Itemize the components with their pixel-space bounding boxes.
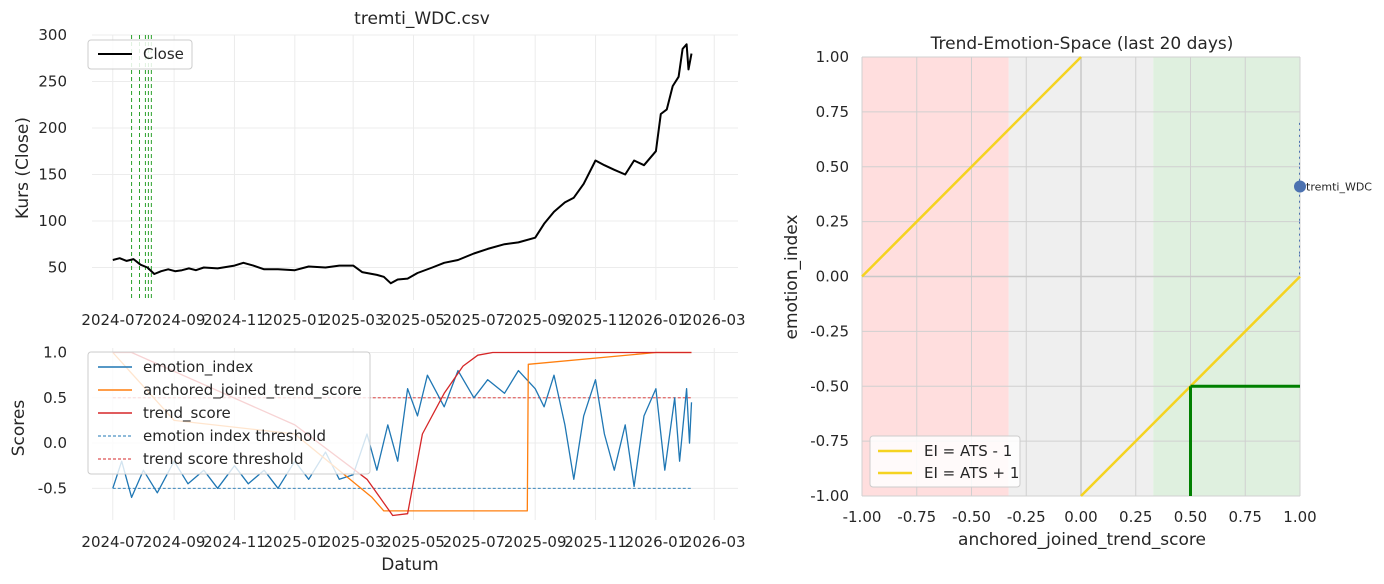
x-tick-label: 2025-03 bbox=[322, 311, 385, 329]
x-tick-label: 2025-01 bbox=[263, 311, 326, 329]
space-legend: EI = ATS - 1 EI = ATS + 1 bbox=[869, 435, 1021, 488]
legend-label-trend-score: trend_score bbox=[143, 404, 231, 423]
y-tick-label: 0.50 bbox=[816, 158, 849, 176]
scores-legend: emotion_index anchored_joined_trend_scor… bbox=[87, 351, 371, 475]
y-tick-label: 300 bbox=[38, 26, 67, 44]
x-tick-label: -1.00 bbox=[843, 508, 882, 526]
x-tick-label: 2026-03 bbox=[683, 533, 746, 551]
x-tick-label: 2025-09 bbox=[504, 311, 567, 329]
series-close bbox=[112, 43, 693, 285]
y-tick-label: -0.50 bbox=[810, 377, 849, 395]
scores-legend-box bbox=[87, 351, 371, 475]
y-tick-label: 150 bbox=[38, 165, 67, 183]
y-tick-label: 0.5 bbox=[43, 389, 67, 407]
y-tick-label: 0.0 bbox=[43, 434, 67, 452]
signal-vlines bbox=[131, 35, 152, 300]
space-points: tremti_WDC bbox=[1294, 122, 1372, 277]
x-tick-label: 2025-07 bbox=[443, 311, 506, 329]
x-tick-label: 2024-07 bbox=[81, 311, 144, 329]
space-lines bbox=[861, 56, 1301, 497]
scores-chart: 2024-072024-092024-112025-012025-032025-… bbox=[9, 344, 746, 575]
scores-y-ticks: -0.5 0.0 0.5 1.0 bbox=[38, 344, 67, 498]
x-tick-label: 2025-11 bbox=[564, 311, 627, 329]
trend-emotion-space: tremti_WDC -1.00 -0.75 -0.50 -0.25 0.00 0.25 0… bbox=[782, 34, 1372, 550]
legend-label-ei-minus: EI = ATS - 1 bbox=[924, 442, 1012, 460]
y-tick-label: 250 bbox=[38, 72, 67, 90]
x-tick-label: 2025-11 bbox=[564, 533, 627, 551]
price-y-ticks: 50 100 150 200 250 300 bbox=[38, 26, 67, 276]
x-tick-label: 2024-07 bbox=[81, 533, 144, 551]
y-tick-label: -1.00 bbox=[810, 487, 849, 505]
scores-y-axis-label: Scores bbox=[9, 400, 29, 457]
y-tick-label: 100 bbox=[38, 212, 67, 230]
legend-label-trend-threshold: trend score threshold bbox=[143, 450, 303, 468]
line-ei-ats-plus-1 bbox=[861, 56, 1082, 278]
scores-x-ticks: 2024-072024-092024-112025-012025-032025-… bbox=[81, 533, 745, 551]
x-tick-label: 2025-01 bbox=[263, 533, 326, 551]
y-tick-label: 1.00 bbox=[816, 48, 849, 66]
legend-label-ei-plus: EI = ATS + 1 bbox=[924, 464, 1019, 482]
y-tick-label: 50 bbox=[48, 258, 67, 276]
x-tick-label: -0.75 bbox=[897, 508, 936, 526]
space-x-axis-label: anchored_joined_trend_score bbox=[958, 530, 1206, 550]
x-tick-label: 0.00 bbox=[1064, 508, 1097, 526]
price-chart-title: tremti_WDC.csv bbox=[354, 9, 490, 29]
price-y-axis-label: Kurs (Close) bbox=[13, 117, 33, 219]
x-tick-label: 2025-05 bbox=[382, 533, 445, 551]
y-tick-label: 0.00 bbox=[816, 268, 849, 286]
x-tick-label: 0.25 bbox=[1119, 508, 1152, 526]
space-y-ticks: -1.00 -0.75 -0.50 -0.25 0.00 0.25 0.50 0.75 1.00 bbox=[810, 48, 849, 505]
x-tick-label: 1.00 bbox=[1283, 508, 1316, 526]
x-tick-label: 2025-05 bbox=[382, 311, 445, 329]
scores-x-axis-label: Datum bbox=[381, 555, 439, 575]
x-tick-label: 2024-11 bbox=[203, 533, 266, 551]
legend-label-close: Close bbox=[143, 45, 184, 63]
x-tick-label: 2024-11 bbox=[203, 311, 266, 329]
series-emotion-index bbox=[112, 369, 693, 499]
x-tick-label: 2026-01 bbox=[625, 533, 688, 551]
y-tick-label: -0.5 bbox=[38, 479, 67, 497]
y-tick-label: 1.0 bbox=[43, 344, 67, 362]
x-tick-label: 2026-03 bbox=[683, 311, 746, 329]
x-tick-label: 2024-09 bbox=[143, 311, 206, 329]
ticker-label: tremti_WDC bbox=[1306, 181, 1372, 194]
price-chart: 2024-072024-092024-112025-012025-032025-… bbox=[13, 9, 746, 329]
x-tick-label: 2026-01 bbox=[625, 311, 688, 329]
legend-label-anchored-score: anchored_joined_trend_score bbox=[143, 381, 362, 400]
x-tick-label: 2025-07 bbox=[443, 533, 506, 551]
y-tick-label: -0.75 bbox=[810, 432, 849, 450]
y-tick-label: 0.25 bbox=[816, 213, 849, 231]
y-tick-label: 0.75 bbox=[816, 103, 849, 121]
y-tick-label: 200 bbox=[38, 119, 67, 137]
x-tick-label: -0.25 bbox=[1007, 508, 1046, 526]
ticker-point bbox=[1294, 180, 1306, 193]
price-legend: Close bbox=[87, 39, 193, 70]
y-tick-label: -0.25 bbox=[810, 322, 849, 340]
space-y-axis-label: emotion_index bbox=[782, 215, 802, 340]
x-tick-label: 0.50 bbox=[1174, 508, 1207, 526]
price-x-ticks: 2024-072024-092024-112025-012025-032025-… bbox=[81, 311, 745, 329]
x-tick-label: 0.75 bbox=[1229, 508, 1262, 526]
legend-label-emotion-index: emotion_index bbox=[143, 358, 253, 377]
x-tick-label: 2024-09 bbox=[143, 533, 206, 551]
price-grid bbox=[92, 34, 738, 300]
legend-label-emotion-threshold: emotion index threshold bbox=[143, 427, 326, 445]
x-tick-label: -0.50 bbox=[952, 508, 991, 526]
price-series bbox=[112, 43, 693, 285]
x-tick-label: 2025-03 bbox=[322, 533, 385, 551]
x-tick-label: 2025-09 bbox=[504, 533, 567, 551]
price-legend-box bbox=[87, 39, 193, 70]
space-x-ticks: -1.00 -0.75 -0.50 -0.25 0.00 0.25 0.50 0.75 1.00 bbox=[843, 508, 1317, 526]
space-chart-title: Trend-Emotion-Space (last 20 days) bbox=[930, 34, 1234, 54]
